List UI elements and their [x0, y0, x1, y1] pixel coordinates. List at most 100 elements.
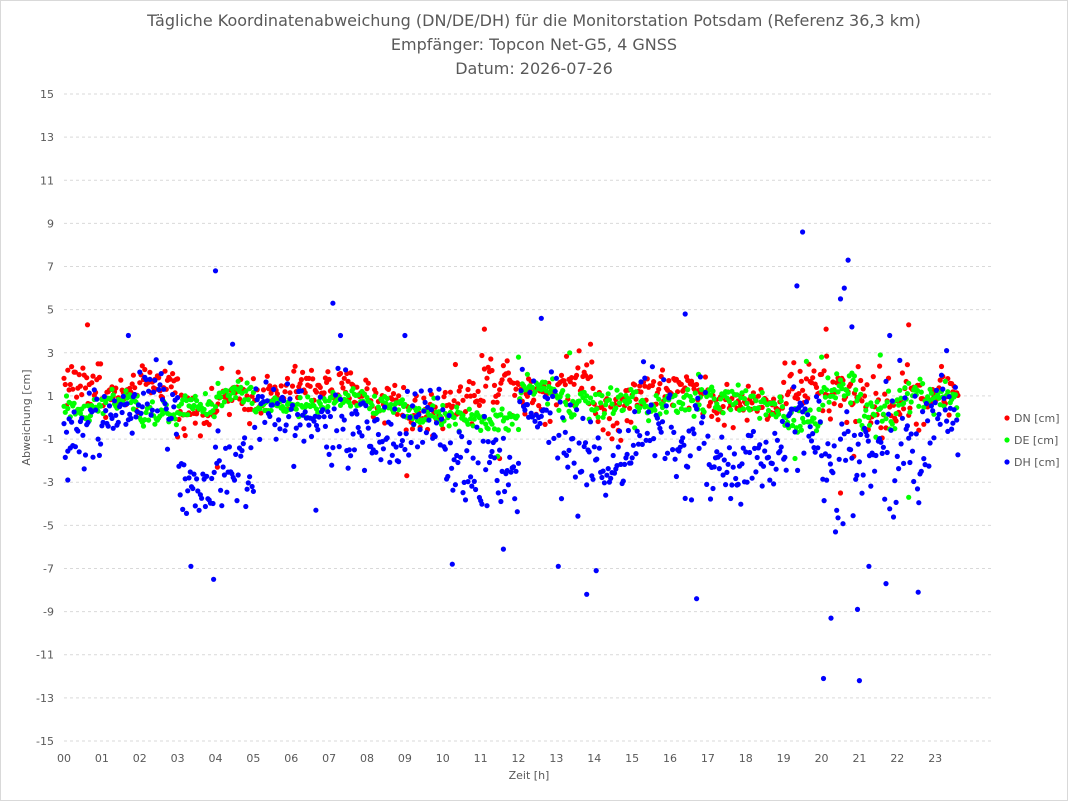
data-point	[365, 380, 371, 386]
data-point	[235, 369, 241, 375]
data-point	[553, 375, 560, 381]
data-point	[272, 422, 278, 428]
data-point	[571, 460, 577, 466]
data-point	[550, 393, 556, 399]
data-point	[450, 487, 456, 493]
data-point	[332, 392, 339, 398]
data-point	[563, 402, 570, 408]
data-point	[828, 615, 834, 621]
data-point	[454, 404, 460, 410]
data-point	[633, 389, 639, 395]
y-tick-label: -9	[43, 606, 54, 619]
data-point	[212, 444, 219, 450]
data-point	[667, 392, 673, 398]
data-point	[317, 384, 323, 390]
data-point	[643, 403, 649, 409]
data-point	[524, 402, 531, 408]
data-point	[879, 418, 885, 424]
data-point	[646, 418, 652, 424]
data-point	[451, 457, 457, 463]
data-point	[173, 431, 179, 437]
data-point	[474, 424, 480, 430]
data-point	[497, 447, 503, 453]
data-point	[878, 439, 884, 445]
data-point	[190, 485, 196, 492]
data-point	[937, 377, 943, 383]
data-point	[258, 410, 264, 416]
data-point	[855, 441, 861, 447]
data-point	[432, 433, 438, 440]
data-point	[813, 428, 820, 434]
data-point	[670, 447, 676, 453]
data-point	[925, 394, 931, 400]
data-point	[515, 426, 522, 433]
data-point	[771, 481, 777, 487]
data-point	[111, 398, 118, 404]
data-point	[699, 420, 705, 426]
data-point	[500, 546, 506, 552]
data-point	[478, 427, 484, 433]
data-point	[129, 430, 135, 436]
data-point	[466, 406, 472, 412]
data-point	[675, 389, 681, 395]
data-point	[935, 416, 941, 422]
data-point	[718, 452, 724, 458]
data-point	[572, 474, 579, 480]
data-point	[635, 441, 642, 447]
data-point	[411, 421, 417, 427]
data-point	[468, 474, 474, 480]
data-point	[942, 378, 948, 384]
data-point	[219, 365, 225, 371]
data-point	[633, 396, 639, 402]
data-point	[587, 341, 594, 347]
data-point	[822, 394, 829, 400]
data-point	[176, 416, 182, 422]
data-point	[63, 393, 70, 399]
data-point	[143, 376, 149, 383]
data-point	[754, 454, 760, 461]
data-point	[595, 414, 601, 420]
data-point	[185, 412, 191, 418]
data-point	[682, 495, 688, 501]
data-point	[778, 444, 784, 450]
data-point	[202, 503, 208, 510]
data-point	[778, 398, 784, 404]
data-point	[565, 464, 571, 470]
data-point	[776, 411, 782, 417]
data-point	[412, 391, 418, 397]
data-point	[233, 451, 239, 457]
data-point	[167, 360, 173, 366]
data-point	[149, 399, 155, 405]
data-point	[449, 465, 455, 471]
data-point	[329, 462, 335, 468]
data-point	[750, 393, 757, 399]
data-point	[479, 501, 485, 507]
data-point	[884, 449, 890, 456]
data-point	[685, 464, 691, 470]
data-point	[837, 377, 844, 383]
data-point	[827, 416, 834, 422]
data-point	[148, 412, 154, 418]
data-point	[608, 385, 614, 391]
data-point	[825, 375, 831, 381]
data-point	[930, 408, 936, 414]
data-point	[127, 385, 133, 391]
data-point	[350, 386, 356, 392]
data-point	[837, 402, 844, 409]
data-point	[460, 490, 466, 496]
data-point	[142, 417, 148, 423]
data-point	[132, 391, 138, 398]
data-point	[701, 409, 707, 415]
data-point	[715, 417, 721, 423]
data-point	[98, 441, 104, 447]
data-point	[711, 396, 717, 402]
data-point	[77, 410, 83, 416]
data-point	[499, 406, 505, 412]
data-point	[340, 426, 346, 432]
data-point	[563, 353, 570, 359]
data-point	[220, 464, 226, 470]
data-point	[423, 430, 429, 436]
data-point	[242, 435, 248, 441]
x-tick-label: 15	[625, 752, 639, 765]
data-point	[906, 380, 912, 386]
